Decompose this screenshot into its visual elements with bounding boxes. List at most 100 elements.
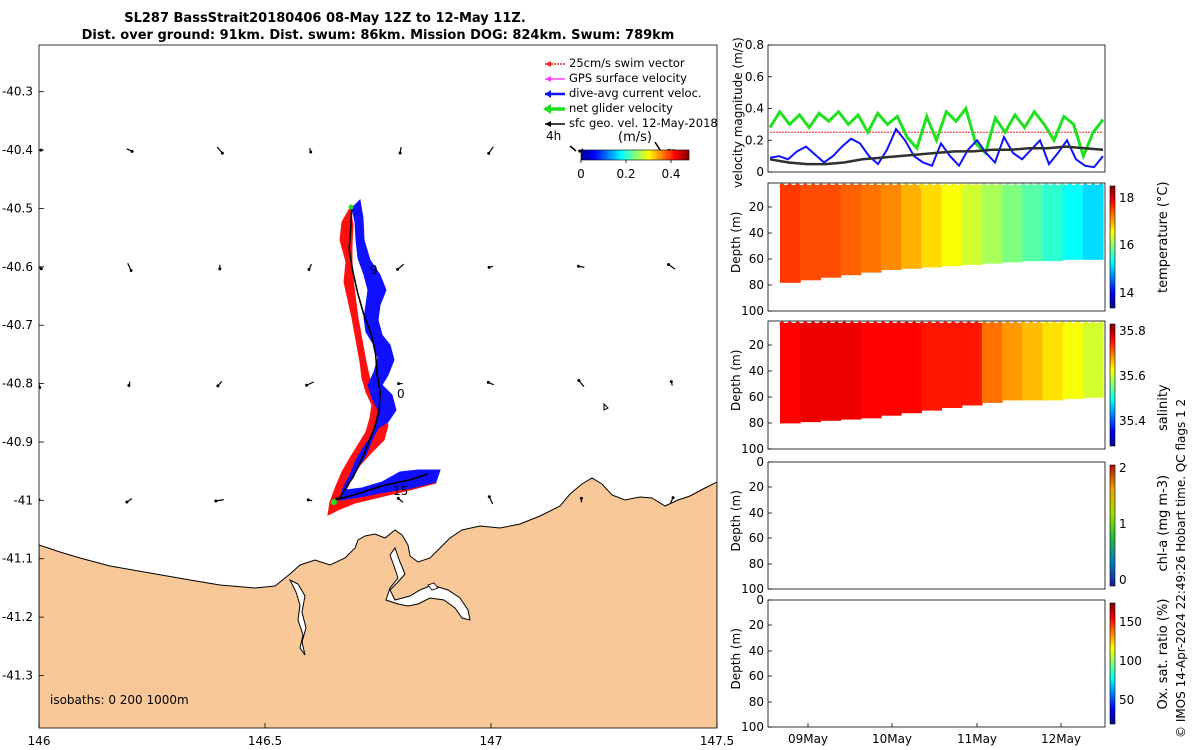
chl-a-ylabel: Depth (m): [729, 490, 743, 551]
salinity-top-dot-5: [818, 321, 824, 327]
map-xtick-label-3: 147.5: [700, 734, 734, 748]
track-label-9: 9: [370, 263, 378, 277]
geo-arrow-head-8: [39, 267, 43, 271]
temperature-top-dot-14: [888, 183, 894, 189]
salinity-column-15: [1082, 323, 1104, 398]
salinity-top-dot-35: [1051, 321, 1057, 327]
temperature-top-dot-38: [1075, 183, 1081, 189]
salinity-top-dot-19: [927, 321, 933, 327]
temperature-top-dot-4: [810, 183, 816, 189]
section-panel-chl-a: 0 20 40 60 80 100 Depth (m) 0 1 2 chl-a (mg m-3): [729, 455, 1171, 596]
geo-arrow-head-9: [129, 268, 133, 272]
velocity-y-ticks: 0 0.2 0.4 0.6 0.8: [745, 38, 772, 179]
temperature-top-dot-13: [880, 183, 886, 189]
geo-arrow-head-14: [576, 264, 580, 268]
oxygen-cbar-label: Ox. sat. ratio (%): [1156, 599, 1171, 710]
map-ytick-label-8: -41.1: [2, 552, 33, 566]
oxygen-colorbar: [1109, 602, 1116, 725]
geo-arrow-24: [39, 498, 41, 502]
salinity-top-dot-6: [826, 321, 832, 327]
salinity-top-dot-41: [1098, 321, 1104, 327]
temperature-ytick-label-0: 20: [749, 200, 764, 214]
salinity-top-dot-26: [981, 321, 987, 327]
geo-arrow-head-27: [306, 498, 310, 502]
temperature-ytick-label-3: 80: [749, 278, 764, 292]
temperature-top-dot-22: [950, 183, 956, 189]
salinity-top-dot-8: [841, 321, 847, 327]
temperature-top-dot-25: [974, 183, 979, 189]
map-panel: 9 0 15 -40.3-40.4-40.5-40.6-40.7-40.8-40…: [2, 44, 734, 748]
section-panel-salinity: 20 40 60 80 100 Depth (m) 35.4 35.6 35.8 salinity: [729, 320, 1171, 456]
salinity-top-dot-9: [849, 321, 855, 327]
temperature-top-dot-2: [795, 183, 801, 189]
geo-arrow-head-5: [487, 151, 491, 155]
section-panel-oxygen: 0 20 40 60 80 100 Depth (m) 50 100 150 Ox. sat. ra…: [729, 593, 1171, 746]
salinity-column-5: [880, 323, 902, 416]
salinity-top-dot-0: [779, 321, 785, 327]
temperature-column-8: [941, 185, 963, 267]
land-tasmania: [39, 477, 717, 728]
legend-gps-label: GPS surface velocity: [569, 71, 687, 85]
vel-ytick-label-2: 0.4: [745, 102, 764, 116]
map-ytick-label-10: -41.3: [2, 668, 33, 682]
salinity-column-4: [860, 323, 882, 419]
salinity-top-dot-18: [919, 321, 925, 327]
temperature-cbar-tick-1: 16: [1119, 238, 1134, 252]
map-ytick-label-4: -40.7: [2, 318, 33, 332]
temperature-top-dot-41: [1098, 183, 1104, 189]
map-ytick-label-1: -40.4: [2, 143, 33, 157]
salinity-top-dot-13: [880, 321, 886, 327]
map-y-ticks: -40.3 -40.4 -40.5 -40.6 -40.7 -40.8 -40.9 -41 -4…: [2, 85, 44, 682]
salinity-top-dot-27: [989, 321, 995, 327]
salinity-top-dot-20: [935, 321, 941, 327]
map-xtick-label-1: 146.5: [248, 734, 282, 748]
temperature-top-dot-5: [818, 183, 824, 189]
temperature-column-7: [921, 185, 943, 268]
track-label-15: 15: [393, 484, 408, 498]
track-swaths: [327, 198, 441, 516]
salinity-column-13: [1042, 323, 1064, 401]
map-ytick-label-7: -41: [13, 493, 33, 507]
salinity-top-dot-4: [810, 321, 816, 327]
temperature-colorbar: [1109, 185, 1116, 309]
temperature-top-dot-16: [904, 183, 909, 189]
temperature-column-1: [800, 185, 821, 281]
map-ytick-label-6: -40.9: [2, 435, 33, 449]
legend-dive-arrowhead: [545, 90, 551, 98]
geo-arrow-head-18: [216, 384, 220, 388]
geo-arrow-head-16: [39, 386, 42, 390]
section-xtick-label-3: 12May: [1041, 732, 1081, 746]
salinity-column-12: [1022, 323, 1044, 401]
inlet-west: [288, 578, 307, 656]
velocity-frame: [767, 44, 1106, 173]
temperature-top-dot-12: [872, 183, 878, 189]
oxygen-ytick-label-5: 100: [741, 720, 764, 734]
legend-geo-arrowhead: [545, 121, 551, 127]
chl-a-cbar-tick-0: 0: [1119, 573, 1127, 587]
temperature-top-dot-40: [1090, 183, 1096, 189]
vel-ytick-label-3: 0.6: [745, 70, 764, 84]
salinity-top-dot-22: [950, 321, 956, 327]
temperature-top-dot-29: [1005, 183, 1011, 189]
temperature-column-6: [901, 185, 922, 269]
temperature-top-dot-28: [997, 183, 1003, 189]
temperature-top-dot-27: [989, 183, 995, 189]
cb-tick-label-1: 0.2: [616, 167, 635, 181]
temperature-cbar-tick-0: 14: [1119, 286, 1134, 300]
velocity-series-2: [769, 127, 1104, 169]
sfc-geo-arrows: [39, 146, 676, 505]
geo-arrow-head-25: [125, 500, 129, 504]
temperature-top-dot-8: [841, 183, 847, 189]
chl-a-ytick-label-3: 60: [749, 531, 764, 545]
geo-arrow-head-23: [669, 380, 673, 384]
vel-ytick-label-1: 0.2: [745, 133, 764, 147]
legend-swim-label: 25cm/s swim vector: [569, 56, 685, 70]
geo-arrow-head-19: [305, 383, 309, 387]
velocity-ylabel: velocity magnitude (m/s): [731, 37, 745, 188]
temperature-column-12: [1022, 185, 1044, 262]
salinity-top-dot-31: [1020, 321, 1026, 327]
temperature-column-10: [981, 185, 1003, 264]
temperature-cbar-label: temperature (°C): [1156, 181, 1171, 293]
tamar-estuary: [385, 546, 471, 621]
salinity-ytick-label-0: 20: [749, 338, 764, 352]
